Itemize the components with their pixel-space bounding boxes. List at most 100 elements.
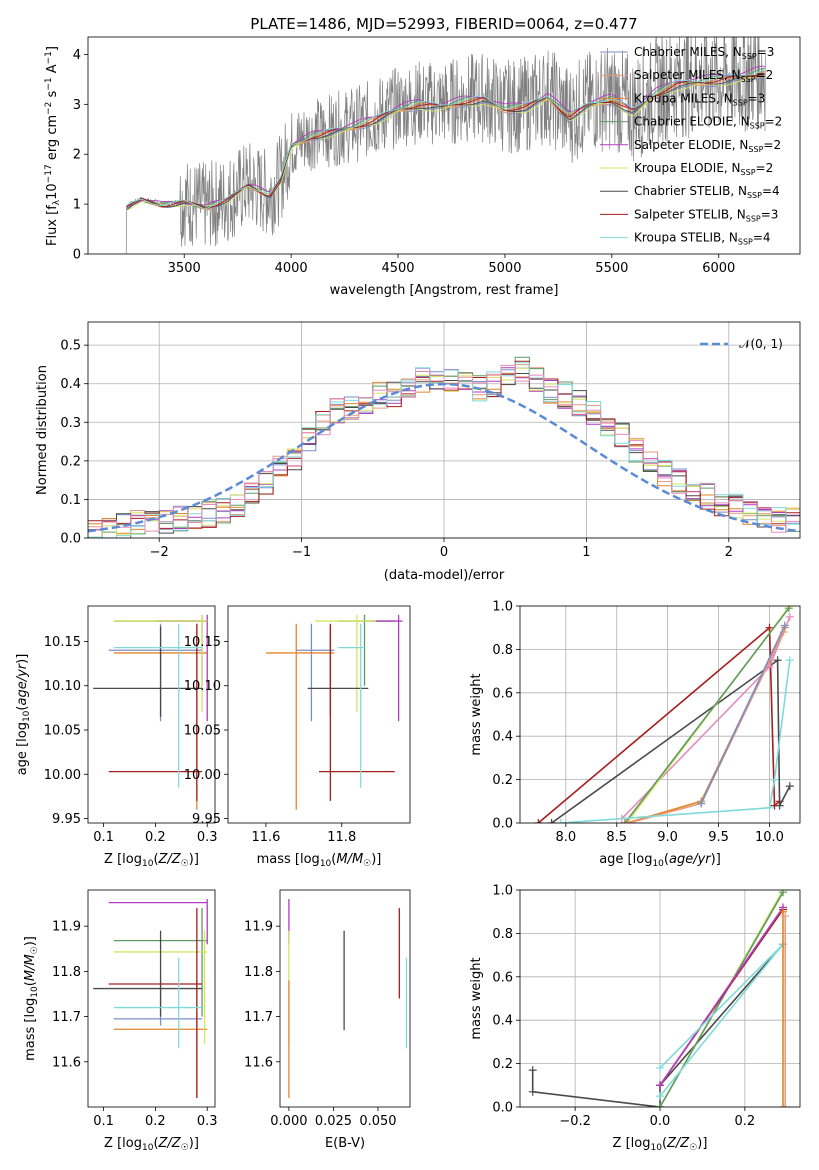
y-axis-label: mass weight [469, 673, 484, 755]
series-line [624, 607, 790, 823]
series-line [659, 891, 784, 1107]
x-tick-label: 9.5 [708, 830, 729, 845]
data-point [779, 907, 788, 916]
histogram-step [88, 364, 800, 533]
x-axis-label: E(B-V) [325, 1136, 365, 1151]
y-tick-label: 0.1 [60, 493, 81, 508]
x-tick-label: 0.050 [359, 1114, 396, 1129]
x-axis-label: Z [log10(Z/Z☉)] [104, 852, 199, 869]
series-line [560, 660, 791, 823]
legend-label: Chabrier MILES, NSSP=3 [634, 45, 774, 61]
massweight-vs-z-panel: −0.2 0.0 0.2 0.0 0.2 0.4 0.6 0.8 1.0 Z [log10(Z/Z… [469, 884, 801, 1153]
y-tick-label: 10.10 [44, 679, 81, 694]
y-axis-label: Flux [fλ10−17 erg cm−2 s−1 A−1] [44, 46, 62, 246]
plot-area [534, 606, 794, 823]
data-point [781, 912, 790, 921]
data-point [697, 799, 706, 808]
y-tick-label: 2 [73, 148, 81, 163]
age-vs-mass-panel: 11.6 11.8 9.95 10.00 10.05 10.10 10.15 mass [lo… [184, 605, 411, 869]
legend-label: Salpeter MILES, NSSP=2 [634, 68, 773, 84]
y-axis-label: mass weight [469, 957, 484, 1039]
massweight-vs-age-panel: 8.0 8.5 9.0 9.5 10.0 0.0 0.2 0.4 0.6 0.8 1.0 age [l… [469, 600, 801, 869]
data-point [624, 819, 633, 823]
figure-title: PLATE=1486, MJD=52993, FIBERID=0064, z=0… [250, 15, 637, 33]
x-tick-label: −2 [150, 545, 169, 560]
data-point [779, 890, 788, 897]
data-spectrum-line [120, 37, 766, 254]
y-tick-label: 0.3 [60, 416, 81, 431]
normal-curve [88, 382, 798, 533]
data-point [765, 623, 774, 632]
data-point [765, 803, 774, 812]
data-point [656, 1103, 664, 1107]
data-point [620, 819, 629, 823]
x-axis-label: wavelength [Angstrom, rest frame] [330, 283, 559, 298]
y-tick-label: 0.4 [60, 377, 81, 392]
data-point [784, 606, 793, 613]
y-tick-label: 4 [73, 48, 81, 63]
x-tick-label: 11.8 [327, 830, 356, 845]
series-line [659, 906, 784, 1086]
series-line [700, 625, 786, 804]
y-tick-label: 0.8 [492, 927, 513, 942]
data-point [785, 782, 794, 791]
axes-frame [87, 605, 216, 824]
x-tick-label: 5000 [488, 261, 521, 276]
data-point [656, 1063, 664, 1072]
axes-frame [87, 321, 801, 539]
y-tick-label: 0.5 [60, 339, 81, 354]
data-point [556, 819, 565, 823]
data-point [528, 1087, 537, 1096]
legend-label: Kroupa STELIB, NSSP=4 [634, 231, 771, 247]
y-tick-label: 0.6 [492, 686, 513, 701]
spectrum-panel: 3500 4000 4500 5000 5500 6000 0 1 2 3 4 wavelength … [44, 36, 801, 298]
x-tick-label: 8.0 [555, 830, 576, 845]
x-tick-label: −0.2 [559, 1114, 591, 1129]
y-tick-label: 0.4 [492, 730, 513, 745]
x-tick-label: 3500 [168, 261, 201, 276]
y-axis-label: mass [log10(M/M☉)] [23, 936, 40, 1061]
model-spectrum-chabrier-stelib [126, 75, 766, 210]
y-tick-label: 0.0 [60, 532, 81, 547]
y-tick-label: 0.0 [492, 817, 513, 832]
plot-area [93, 899, 208, 1098]
mass-vs-ebv-panel: 0.000 0.025 0.050 11.6 11.7 11.8 11.9 E(B-V) [244, 889, 411, 1151]
x-tick-label: 6000 [702, 261, 735, 276]
x-tick-label: 10.0 [755, 830, 784, 845]
x-tick-label: 4000 [275, 261, 308, 276]
x-tick-label: 0.0 [650, 1114, 671, 1129]
axes-frame [87, 36, 801, 255]
y-tick-label: 11.9 [52, 920, 81, 935]
y-tick-label: 11.7 [244, 1010, 273, 1025]
data-point [534, 819, 543, 823]
x-tick-label: −1 [292, 545, 311, 560]
residual-histogram-panel: −2 −1 0 1 2 0.0 0.1 0.2 0.3 0.4 0.5 𝒩(0, 1) (data-mo… [35, 321, 801, 583]
plot-area [93, 614, 208, 810]
data-point [770, 775, 779, 784]
data-point [622, 819, 631, 823]
y-tick-label: 3 [73, 98, 81, 113]
legend-label: Salpeter ELODIE, NSSP=2 [634, 138, 781, 154]
x-tick-label: 5500 [595, 261, 628, 276]
y-tick-label: 0.2 [60, 454, 81, 469]
plot-area [528, 890, 790, 1107]
y-tick-label: 10.10 [184, 679, 221, 694]
x-tick-label: 0.025 [315, 1114, 352, 1129]
plot-area [120, 37, 766, 254]
y-tick-label: 10.05 [44, 724, 81, 739]
y-tick-label: 11.6 [52, 1055, 81, 1070]
axes-frame [519, 889, 801, 1108]
y-tick-label: 9.95 [192, 812, 221, 827]
y-tick-label: 0.6 [492, 970, 513, 985]
data-point [775, 801, 784, 810]
y-tick-label: 10.00 [44, 768, 81, 783]
data-point [656, 1092, 664, 1101]
axes-frame [227, 605, 411, 824]
y-tick-label: 0 [73, 248, 81, 263]
series-line [537, 626, 781, 823]
axes-frame [519, 605, 801, 824]
x-axis-label: (data-model)/error [384, 568, 505, 583]
y-tick-label: 0.2 [492, 773, 513, 788]
y-tick-label: 1 [73, 198, 81, 213]
